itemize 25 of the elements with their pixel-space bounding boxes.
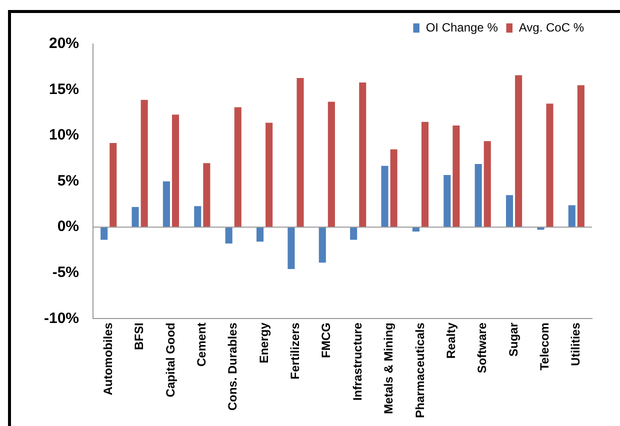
x-tick-label: Telecom bbox=[538, 322, 552, 370]
x-tick-label: Infrastructure bbox=[350, 322, 364, 401]
x-tick-label: Capital Good bbox=[163, 322, 178, 398]
x-tick-label: Automobiles bbox=[100, 322, 115, 396]
x-tick-label: FMCG bbox=[319, 322, 334, 358]
y-tick-label: 5% bbox=[57, 172, 80, 190]
x-tick-label: Energy bbox=[256, 322, 271, 364]
legend-label: OI Change % bbox=[426, 20, 498, 34]
y-tick-label: 15% bbox=[48, 80, 80, 98]
x-tick-label: Cons. Durables bbox=[226, 322, 240, 411]
y-tick-label: 0% bbox=[57, 218, 80, 236]
x-tick-label: Realty bbox=[444, 322, 458, 359]
x-tick-label: Fertilizers bbox=[288, 322, 302, 380]
y-tick-label: -10% bbox=[44, 310, 80, 327]
x-tick-label: Metals & Mining bbox=[382, 322, 396, 414]
x-tick-label: Sugar bbox=[506, 322, 520, 357]
x-tick-label: BFSI bbox=[132, 322, 146, 350]
x-tick-label: Utilities bbox=[568, 322, 583, 366]
legend-label: Avg. CoC % bbox=[518, 20, 584, 34]
x-tick-label: Cement bbox=[194, 322, 208, 367]
y-tick-label: 10% bbox=[48, 126, 80, 144]
x-tick-label: Software bbox=[475, 322, 490, 374]
y-tick-label: 20% bbox=[48, 35, 80, 52]
x-tick-label: Pharmaceuticals bbox=[412, 322, 427, 418]
y-tick-label: -5% bbox=[52, 264, 80, 281]
